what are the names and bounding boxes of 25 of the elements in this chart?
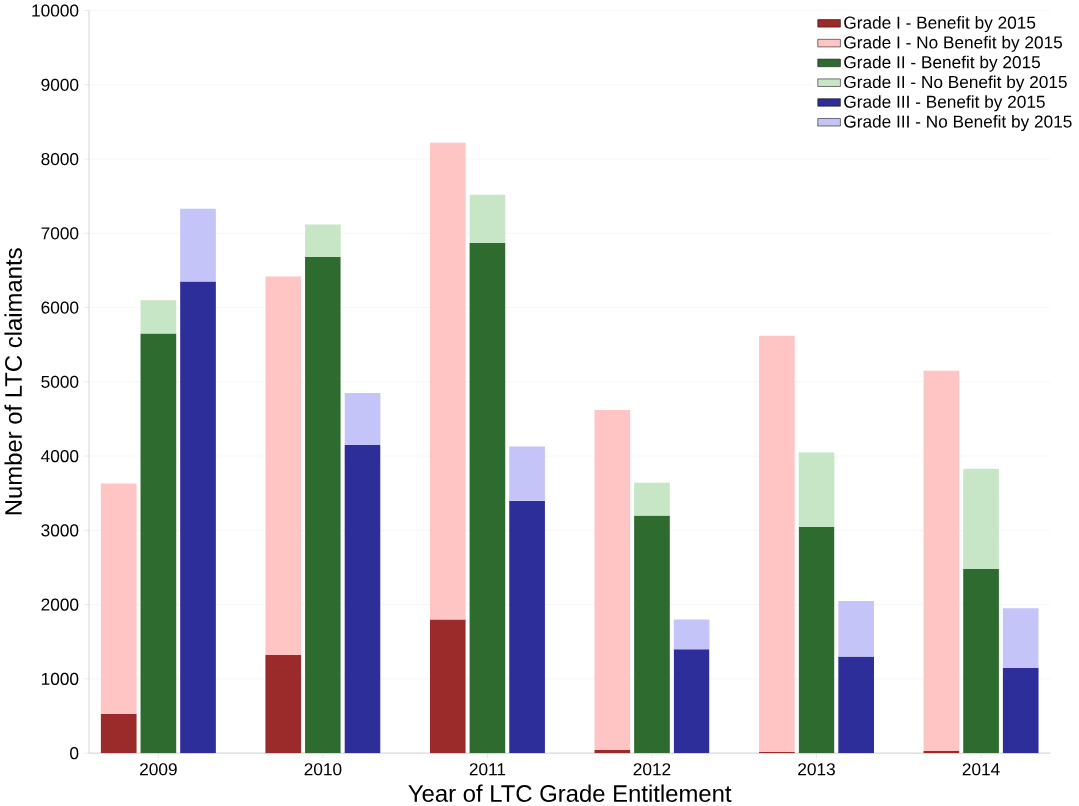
x-tick-label: 2010 <box>304 762 342 776</box>
y-tick-label: 10000 <box>32 4 79 17</box>
x-tick-label: 2012 <box>633 762 671 776</box>
y-tick-label: 5000 <box>41 375 79 388</box>
y-tick-label: 8000 <box>41 152 79 165</box>
x-axis-title: Year of LTC Grade Entitlement <box>408 784 732 802</box>
x-tick-label: 2011 <box>469 762 506 776</box>
x-tick-label: 2013 <box>798 762 835 776</box>
x-tick-label: 2014 <box>962 762 1000 776</box>
legend-label: Grade I - No Benefit by 2015 <box>844 35 1063 52</box>
y-tick-label: 6000 <box>41 301 79 314</box>
y-tick-label: 7000 <box>41 227 79 240</box>
legend-label: Grade II - Benefit by 2015 <box>844 55 1040 72</box>
y-tick-label: 1000 <box>41 672 79 685</box>
x-tick-label: 2009 <box>140 762 177 776</box>
legend-label: Grade III - No Benefit by 2015 <box>844 114 1072 131</box>
legend-label: Grade I - Benefit by 2015 <box>844 15 1036 32</box>
y-tick-label: 4000 <box>41 449 79 463</box>
y-tick-label: 0 <box>70 746 79 760</box>
y-tick-label: 2000 <box>41 598 79 611</box>
y-axis-title: Number of LTC claimants <box>4 248 22 515</box>
legend-label: Grade II - No Benefit by 2015 <box>844 75 1067 92</box>
y-tick-label: 3000 <box>41 524 79 537</box>
y-tick-label: 9000 <box>41 78 79 91</box>
legend-label: Grade III - Benefit by 2015 <box>844 95 1045 112</box>
